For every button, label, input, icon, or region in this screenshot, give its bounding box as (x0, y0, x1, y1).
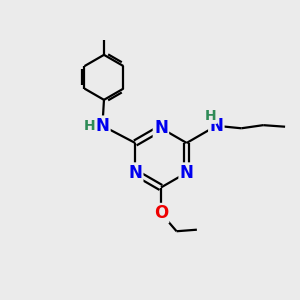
Text: N: N (209, 117, 223, 135)
Text: H: H (83, 119, 95, 133)
Text: N: N (128, 164, 142, 182)
Text: N: N (95, 117, 110, 135)
Text: H: H (205, 109, 217, 123)
Text: N: N (180, 164, 194, 182)
Text: O: O (154, 204, 168, 222)
Text: N: N (154, 119, 168, 137)
